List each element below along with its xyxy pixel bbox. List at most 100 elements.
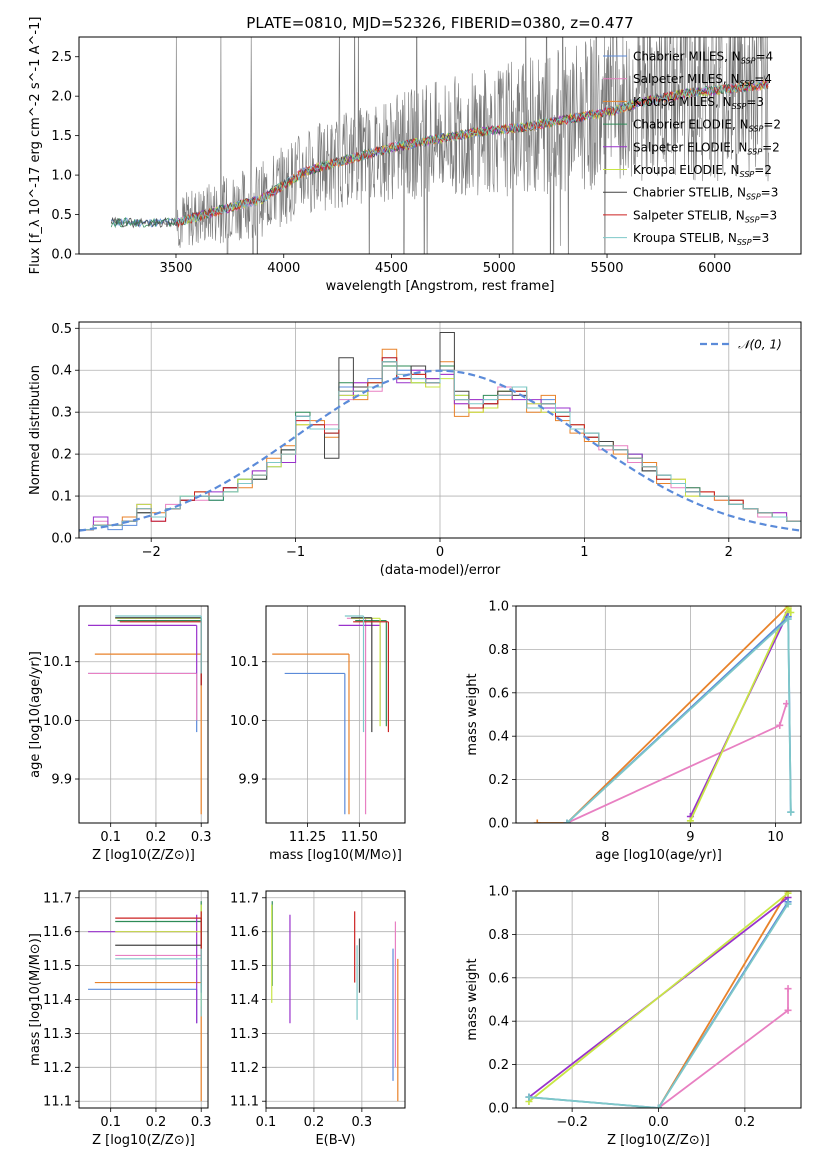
plot-area [525,891,792,1108]
x-tick-label: 4000 [267,261,300,276]
weight-marker-kroupa_elodie [784,891,792,897]
y-tick-label: 0.0 [51,248,72,263]
legend-label-kroupa_stelib: Kroupa STELIB, NSSP=3 [633,231,769,247]
panel-residual-histogram: −2 −1 0 1 2 0.0 0.1 0.2 0.3 0.4 0.5 (data-model)/er… [28,321,802,578]
y-tick-label: 0.3 [51,406,72,421]
y-axis-label: mass weight [465,958,480,1040]
y-tick-label: 0.2 [488,773,509,788]
x-axis-label: E(B-V) [315,1133,355,1148]
weight-marker-kroupa_stelib [563,819,571,823]
weight-marker-kroupa_elodie [784,606,792,612]
legend-label-kroupa_elodie: Kroupa ELODIE, NSSP=2 [633,163,772,179]
y-tick-label: 0.0 [488,1102,509,1117]
y-axis-label: age [log10(age/yr)] [28,651,43,778]
axes-frame [265,605,406,824]
y-tick-label: 0.2 [488,1058,509,1073]
x-tick-label: −2 [142,545,161,560]
panel-mass-weight-vs-age: 8 9 10 0.0 0.2 0.4 0.6 0.8 1.0 age [log10(age/yr)… [465,600,802,863]
panel-age-vs-mass: 11.25 11.50 9.9 10.0 10.1 mass [log10(M/M⊙)] [230,605,406,863]
gaussian-curve [79,369,801,532]
weight-marker-kroupa_miles [533,819,541,823]
x-tick-label: 0.2 [146,830,167,845]
histogram-kroupa_stelib [79,361,801,538]
y-tick-label: 0.6 [488,971,509,986]
y-tick-label: 11.1 [230,1095,259,1110]
x-tick-label: 0.1 [100,830,121,845]
x-tick-label: 0 [436,545,444,560]
x-axis-label: mass [log10(M/M⊙)] [269,848,402,863]
x-tick-label: 4500 [375,261,408,276]
x-tick-label: 1 [580,545,588,560]
x-tick-label: 5000 [483,261,516,276]
weight-marker-kroupa_stelib [787,808,795,816]
x-tick-label: 0.3 [191,830,212,845]
x-tick-label: 0.2 [146,1115,167,1130]
weight-line-kroupa_stelib [528,903,789,1108]
y-tick-label: 11.7 [43,891,72,906]
model-spectrum-kroupa_stelib [175,80,769,226]
y-axis-label: mass weight [465,673,480,755]
y-tick-label: 0.4 [488,730,509,745]
plot-area [110,37,769,254]
x-tick-label: 5500 [590,261,623,276]
model-spectrum-salpeter_stelib [175,79,769,228]
legend-label-chabrier_stelib: Chabrier STELIB, NSSP=3 [633,186,778,202]
legend-label-salpeter_stelib: Salpeter STELIB, NSSP=3 [633,208,777,224]
weight-marker-salpeter_miles [784,985,792,993]
figure-title: PLATE=0810, MJD=52326, FIBERID=0380, z=0… [246,14,633,32]
x-axis-label: age [log10(age/yr)] [595,848,722,863]
x-tick-label: 10 [767,830,784,845]
axes-frame [515,890,802,1109]
panel-mass-vs-EBV: 0.1 0.2 0.3 11.1 11.2 11.3 11.4 11.5 11.6 11.7 E(B… [230,890,406,1148]
y-tick-label: 0.5 [51,322,72,337]
y-tick-label: 0.0 [51,532,72,547]
y-tick-label: 2.5 [51,50,72,65]
axes-frame [78,890,209,1109]
x-tick-label: 8 [601,830,609,845]
plot-area [271,901,399,1102]
y-axis-label: Flux [f_λ 10^-17 erg cm^-2 s^-1 A^-1] [28,17,43,275]
weight-marker-kroupa_stelib [784,900,792,908]
x-tick-label: 0.0 [648,1115,669,1130]
y-tick-label: 11.1 [43,1095,72,1110]
weight-line-kroupa_miles [537,606,789,823]
y-tick-label: 1.0 [488,885,509,900]
y-tick-label: 10.0 [230,714,259,729]
legend-label-chabrier_miles: Chabrier MILES, NSSP=4 [633,50,773,66]
x-axis-label: wavelength [Angstrom, rest frame] [326,279,555,294]
y-tick-label: 11.3 [43,1027,72,1042]
y-tick-label: 11.6 [43,925,72,940]
x-tick-label: 0.3 [191,1115,212,1130]
y-tick-label: 1.0 [488,600,509,615]
y-tick-label: 9.9 [238,773,259,788]
x-axis-label: Z [log10(Z/Z⊙)] [92,1133,195,1148]
plot-area [272,615,390,815]
panel-mass-vs-Z: 0.1 0.2 0.3 11.1 11.2 11.3 11.4 11.5 11.6 11.7 Z [… [28,890,212,1148]
weight-marker-kroupa_elodie [686,817,694,823]
y-axis-label: Normed distribution [28,365,43,495]
axes-frame [78,605,209,824]
panel-age-vs-Z: 0.1 0.2 0.3 9.9 10.0 10.1 Z [log10(Z/Z⊙)] age [… [28,605,212,863]
x-tick-label: 6000 [698,261,731,276]
y-tick-label: 2.0 [51,90,72,105]
legend-label-salpeter_miles: Salpeter MILES, NSSP=4 [633,72,772,88]
axes-frame [78,321,802,539]
weight-marker-kroupa_elodie [787,609,795,617]
x-tick-label: −0.2 [556,1115,588,1130]
y-tick-label: 0.2 [51,448,72,463]
x-axis-label: Z [log10(Z/Z⊙)] [607,1133,710,1148]
weight-marker-salpeter_miles [776,721,784,729]
weight-marker-kroupa_stelib [784,615,792,623]
y-tick-label: 1.5 [51,129,72,144]
y-tick-label: 0.4 [488,1015,509,1030]
y-tick-label: 11.2 [230,1061,259,1076]
x-tick-label: 11.50 [341,830,378,845]
legend-label-gaussian: 𝒩(0, 1) [738,338,782,352]
y-tick-label: 0.8 [488,643,509,658]
x-tick-label: 2 [725,545,733,560]
x-tick-label: 0.1 [100,1115,121,1130]
plot-area [79,332,801,538]
x-tick-label: 0.2 [304,1115,325,1130]
y-tick-label: 0.1 [51,490,72,505]
